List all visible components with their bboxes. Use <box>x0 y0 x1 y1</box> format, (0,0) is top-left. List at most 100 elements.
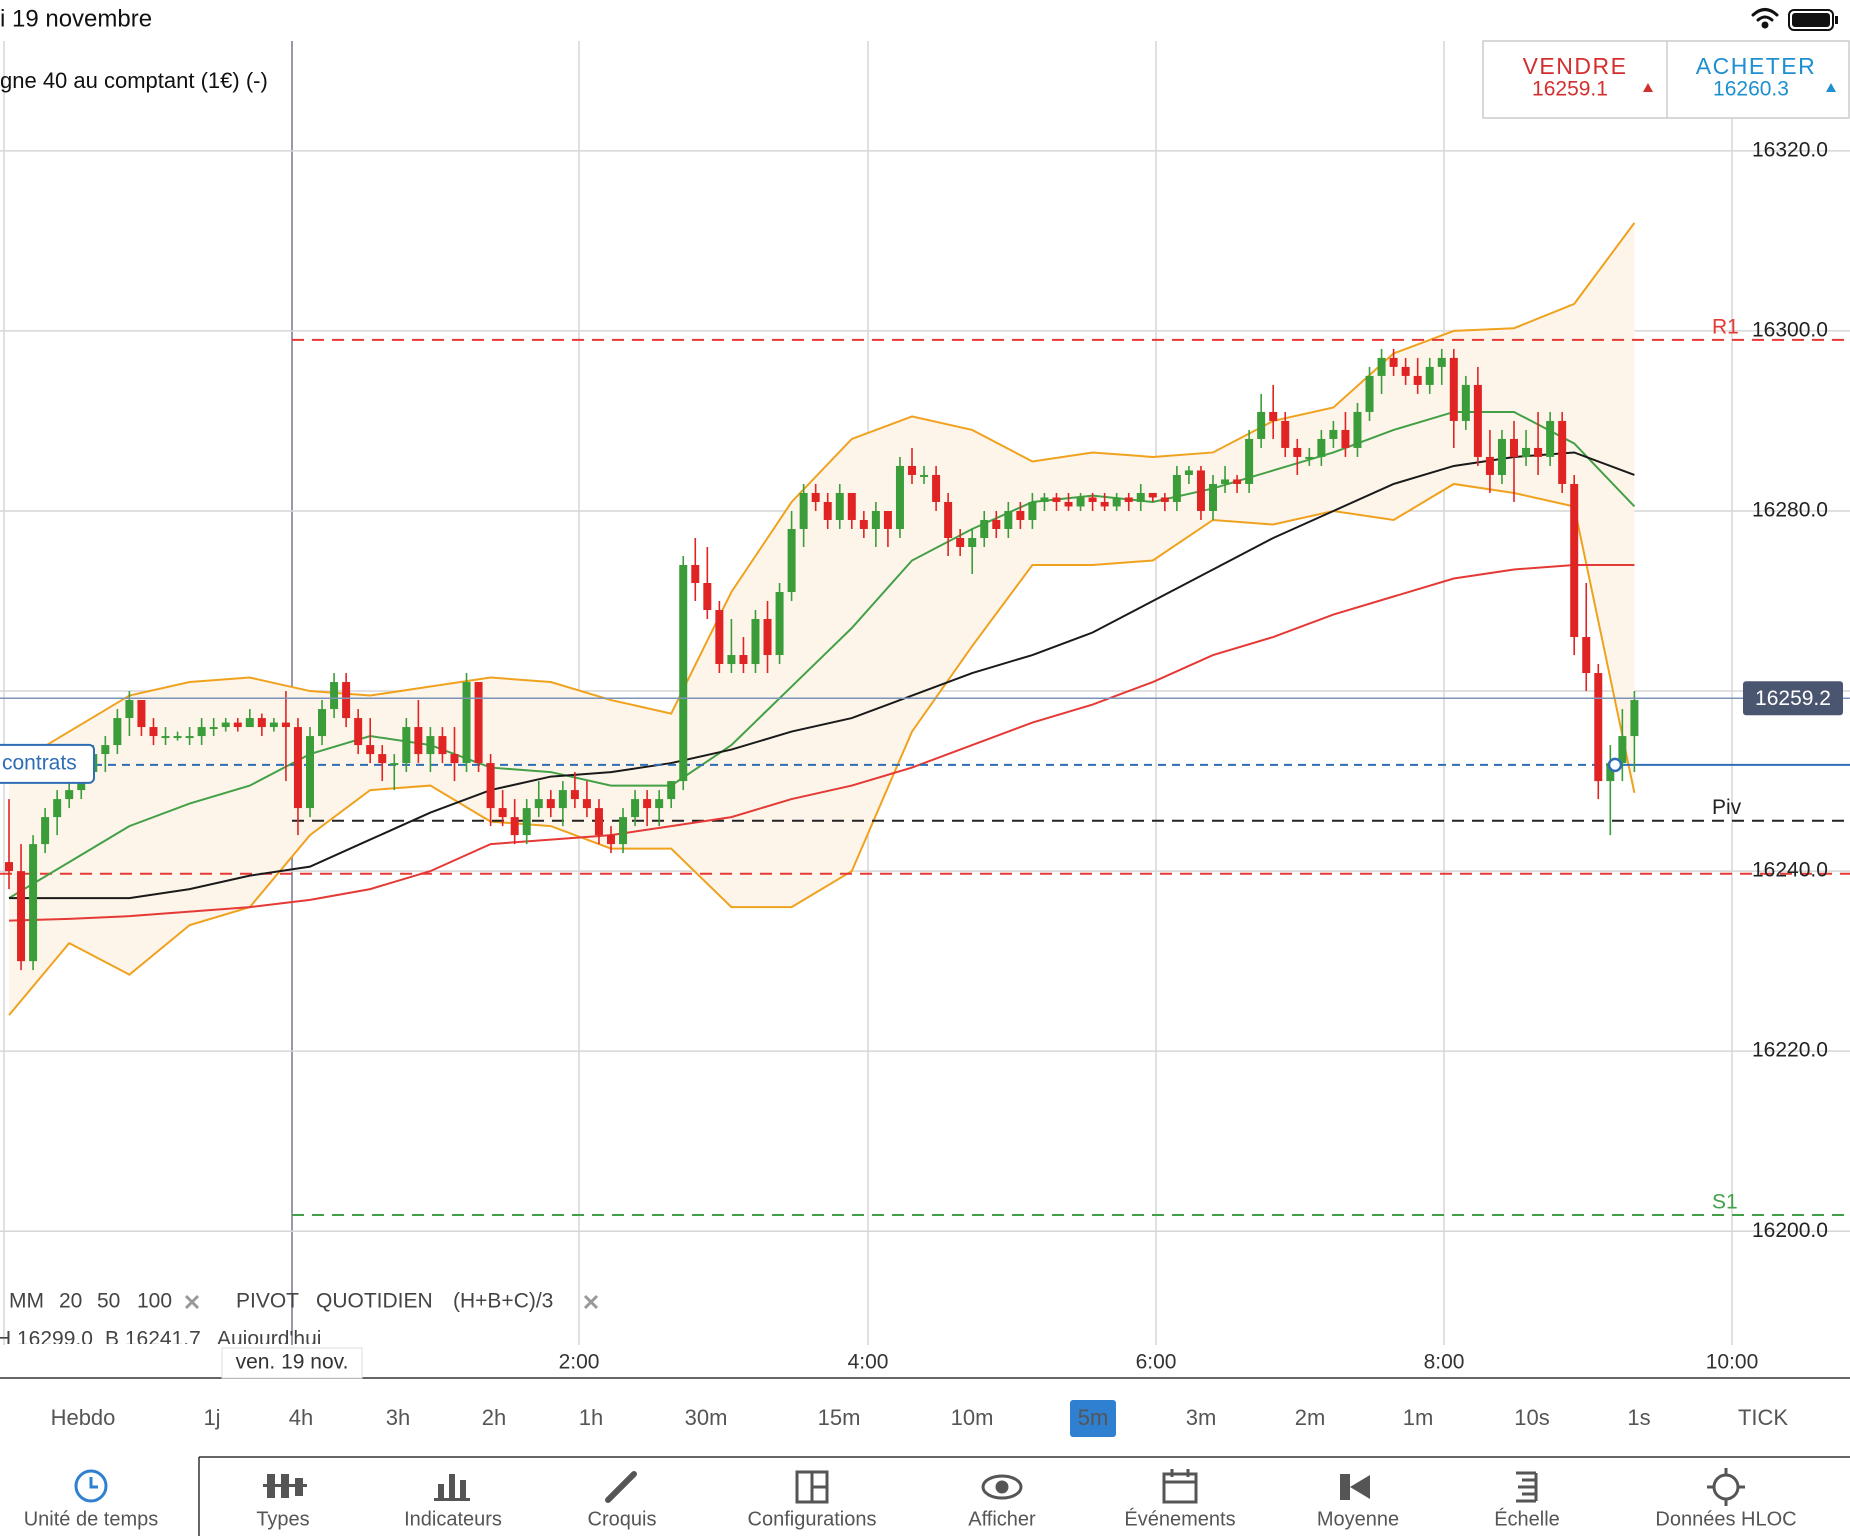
toolbar-button[interactable]: Croquis <box>588 1508 657 1530</box>
candle-body <box>209 727 218 730</box>
toolbar-button[interactable]: Afficher <box>968 1508 1036 1530</box>
timeframe-button[interactable]: 3m <box>1186 1405 1217 1430</box>
toolbar-button[interactable]: Événements <box>1124 1507 1235 1530</box>
x-tick-label: 4:00 <box>848 1351 889 1374</box>
candle-body <box>1172 474 1181 502</box>
toolbar-button[interactable]: Données HLOC <box>1655 1508 1796 1530</box>
buy-button[interactable]: ACHETER <box>1696 53 1816 79</box>
toolbar-button[interactable]: Unité de temps <box>24 1508 159 1530</box>
candle-body <box>607 835 615 845</box>
candle-body <box>185 736 194 739</box>
candle-body <box>570 790 579 800</box>
y-tick-label: 16220.0 <box>1752 1039 1828 1062</box>
candle-body <box>594 808 603 836</box>
candle-body <box>811 492 820 502</box>
timeframe-button[interactable]: 10m <box>951 1405 994 1430</box>
candle-body <box>1570 483 1579 638</box>
timeframe-button[interactable]: 5m <box>1078 1405 1109 1430</box>
candle-body <box>1582 637 1591 674</box>
timeframe-button[interactable]: 30m <box>685 1405 728 1430</box>
timeframe-button[interactable]: 1h <box>579 1405 603 1430</box>
toolbar-button[interactable]: Indicateurs <box>404 1508 502 1530</box>
timeframe-button[interactable]: TICK <box>1738 1405 1788 1430</box>
candle-body <box>932 474 941 502</box>
candle-body <box>992 519 1001 529</box>
timeframe-button[interactable]: 2m <box>1295 1405 1326 1430</box>
candle-body <box>101 745 110 755</box>
candle-body <box>113 718 122 746</box>
candle-body <box>1184 470 1193 475</box>
candle-body <box>1389 357 1398 367</box>
candle-body <box>1088 497 1097 502</box>
candle-body <box>1305 456 1314 459</box>
candle-body <box>920 474 929 477</box>
timeframe-button[interactable]: Hebdo <box>51 1405 116 1430</box>
toolbar-button[interactable]: Configurations <box>748 1508 877 1530</box>
candle-body <box>799 492 808 529</box>
timeframe-button[interactable]: 1m <box>1403 1405 1434 1430</box>
plot-area: R1 Piv S1 <box>0 222 1850 1217</box>
candle-body <box>378 754 387 764</box>
candle-body <box>402 727 411 764</box>
timeframe-button[interactable]: 4h <box>289 1405 313 1430</box>
moving-average <box>8 563 1635 922</box>
candle-body <box>1461 384 1470 421</box>
moving-average <box>8 410 1636 899</box>
toolbar-icons <box>74 1468 1745 1506</box>
status-date: i 19 novembre <box>0 5 152 32</box>
pivot-value: Aujourd'hui <box>217 1328 321 1351</box>
pivot-legend: QUOTIDIEN <box>316 1290 433 1313</box>
timeframe-button[interactable]: 2h <box>482 1405 506 1430</box>
candle-body <box>546 799 555 809</box>
candle-body <box>1497 438 1506 475</box>
y-tick-label: 16300.0 <box>1752 318 1828 341</box>
candle-body <box>1196 470 1205 511</box>
x-tick-label: 6:00 <box>1136 1351 1177 1374</box>
candle-body <box>558 790 567 809</box>
candle-body <box>1341 429 1350 448</box>
candle-body <box>1630 700 1639 737</box>
timeframe-button[interactable]: 3h <box>386 1405 410 1430</box>
candle-body <box>1016 510 1025 520</box>
x-tick-label: ven. 19 nov. <box>236 1351 349 1374</box>
wifi-icon <box>1751 8 1779 29</box>
candle-body <box>787 528 796 593</box>
candle-body <box>1413 375 1422 385</box>
candle-body <box>751 619 760 665</box>
toolbar-button[interactable]: Types <box>256 1508 309 1530</box>
pivot-value: H 16299.0 <box>0 1328 93 1351</box>
candle-body <box>980 519 989 538</box>
timeframe-button[interactable]: 1j <box>203 1405 220 1430</box>
candle-body <box>41 817 50 845</box>
candle-body <box>619 817 628 845</box>
position-tag[interactable] <box>0 743 95 784</box>
candle-body <box>1112 497 1121 507</box>
candle-body <box>1269 411 1278 421</box>
timeframe-button[interactable]: 15m <box>818 1405 861 1430</box>
candle-body <box>197 727 206 737</box>
timeframe-button[interactable]: 1s <box>1627 1405 1650 1430</box>
toolbar-button[interactable]: Échelle <box>1494 1507 1560 1530</box>
candle-body <box>1209 483 1217 511</box>
candle-body <box>1028 501 1037 520</box>
candle-body <box>1317 438 1326 457</box>
candle-body <box>318 709 327 737</box>
candle-body <box>257 718 266 728</box>
candle-body <box>703 583 712 611</box>
candle-body <box>956 537 965 547</box>
last-price-tag <box>1743 681 1843 716</box>
candle-body <box>883 510 892 529</box>
x-tick-label: 10:00 <box>1706 1351 1759 1374</box>
candle-body <box>486 763 495 809</box>
last-price-label: 16259.2 <box>1755 687 1831 710</box>
candle-body <box>1594 673 1603 782</box>
legend-close[interactable] <box>184 1294 200 1310</box>
sell-button[interactable]: VENDRE <box>1523 53 1628 79</box>
x-tick-label: 8:00 <box>1424 1351 1465 1374</box>
position-marker <box>1607 757 1623 773</box>
legend-close[interactable] <box>583 1294 599 1310</box>
candle-body <box>895 465 904 529</box>
timeframe-button[interactable]: 10s <box>1514 1405 1549 1430</box>
toolbar-button[interactable]: Moyenne <box>1317 1508 1399 1530</box>
